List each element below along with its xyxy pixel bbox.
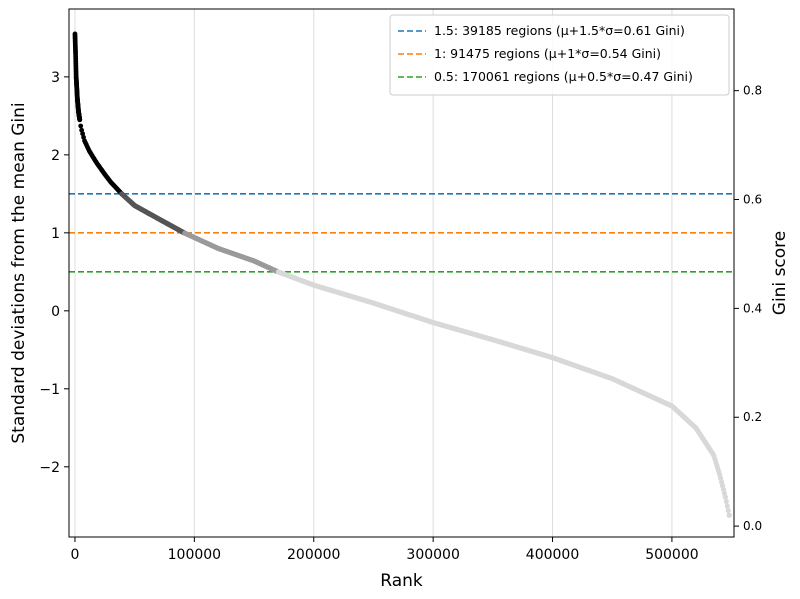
y-axis-left-title: Standard deviations from the mean Gini bbox=[9, 102, 29, 443]
y-tick-label: −2 bbox=[39, 460, 60, 476]
data-point bbox=[78, 123, 84, 129]
data-point bbox=[77, 117, 83, 123]
data-point bbox=[725, 507, 731, 514]
x-tick-label: 200000 bbox=[287, 547, 340, 563]
y-tick-label: −1 bbox=[39, 382, 60, 398]
grid-layer bbox=[74, 9, 673, 537]
x-tick-label: 300000 bbox=[406, 547, 459, 563]
legend: 1.5: 39185 regions (μ+1.5*σ=0.61 Gini) 1:… bbox=[389, 14, 730, 96]
y-tick-label: 2 bbox=[51, 148, 60, 164]
y-axis-left-ticks: −2 −1 0 1 2 3 bbox=[39, 70, 69, 476]
legend-label: 1.5: 39185 regions (μ+1.5*σ=0.61 Gini) bbox=[434, 23, 685, 38]
y-tick-label: 1 bbox=[51, 226, 60, 242]
threshold-lines bbox=[69, 193, 734, 273]
y2-tick-label: 0.4 bbox=[743, 301, 762, 315]
y2-tick-label: 0.8 bbox=[743, 84, 762, 98]
y-tick-label: 3 bbox=[51, 70, 60, 86]
y2-tick-label: 0.2 bbox=[743, 410, 762, 424]
y-tick-label: 0 bbox=[51, 304, 60, 320]
x-axis-title: Rank bbox=[380, 571, 423, 591]
x-tick-label: 100000 bbox=[168, 547, 221, 563]
y-axis-right-ticks: 0.0 0.2 0.4 0.6 0.8 bbox=[734, 84, 762, 533]
y2-tick-label: 0.6 bbox=[743, 193, 762, 207]
data-point bbox=[726, 512, 732, 518]
data-point bbox=[723, 498, 729, 505]
data-points bbox=[72, 31, 732, 518]
legend-label: 0.5: 170061 regions (μ+0.5*σ=0.47 Gini) bbox=[434, 69, 693, 84]
plot-frame bbox=[68, 8, 735, 538]
legend-label: 1: 91475 regions (μ+1*σ=0.54 Gini) bbox=[434, 46, 661, 61]
y2-tick-label: 0.0 bbox=[743, 519, 762, 533]
y-axis-right-title: Gini score bbox=[770, 231, 790, 315]
legend-box bbox=[389, 14, 730, 96]
data-point bbox=[724, 503, 730, 509]
data-point bbox=[722, 494, 729, 500]
x-tick-label: 0 bbox=[71, 547, 80, 563]
x-axis-ticks: 0 100000 200000 300000 400000 500000 bbox=[71, 537, 699, 563]
x-tick-label: 500000 bbox=[645, 547, 698, 563]
x-tick-label: 400000 bbox=[526, 547, 579, 563]
